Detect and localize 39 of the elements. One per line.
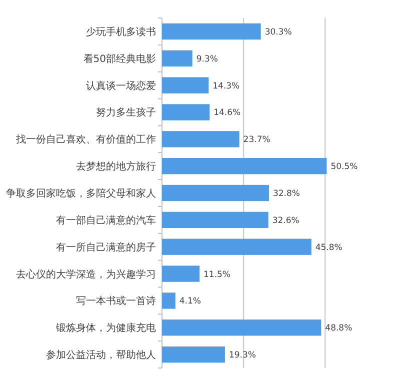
- data-label: 32.6%: [272, 216, 300, 226]
- data-label: 30.3%: [264, 27, 292, 38]
- y-tick-label: 去梦想的地方旅行: [76, 160, 156, 173]
- bar: [162, 50, 192, 66]
- bar: [162, 346, 225, 363]
- bar: [162, 266, 200, 282]
- y-tick-label: 参加公益活动，帮助他人: [46, 349, 156, 362]
- y-tick-label: 锻炼身体，为健康充电: [55, 322, 156, 334]
- bar: [162, 158, 327, 174]
- bar: [162, 212, 268, 228]
- data-label: 19.3%: [228, 350, 256, 361]
- data-label: 14.3%: [212, 81, 240, 92]
- y-tick-label: 有一所自己满意的房子: [56, 241, 156, 254]
- y-tick-label: 看50部经典电影: [83, 52, 156, 65]
- bar: [162, 23, 261, 40]
- data-label: 48.8%: [325, 324, 352, 334]
- y-tick-label: 争取多回家吃饭，多陪父母和家人: [6, 188, 156, 200]
- y-tick-label: 少玩手机多读书: [86, 26, 156, 38]
- bar: [162, 104, 210, 120]
- bar: [162, 238, 312, 255]
- bar: [162, 320, 322, 336]
- data-label: 23.7%: [243, 135, 270, 146]
- bar: [162, 77, 209, 94]
- y-tick-label: 有一部自己满意的汽车: [56, 214, 156, 226]
- y-tick-label: 找一份自己喜欢、有价值的工作: [15, 134, 156, 146]
- y-tick-label: 认真谈一场恋爱: [86, 80, 156, 92]
- bar: [162, 184, 269, 202]
- data-label: 9.3%: [196, 54, 218, 64]
- data-label: 4.1%: [179, 296, 201, 307]
- y-tick-label: 努力多生孩子: [96, 106, 156, 119]
- y-tick-label: 去心仪的大学深造，为兴趣学习: [16, 268, 156, 280]
- data-label: 45.8%: [315, 242, 342, 253]
- data-label: 14.6%: [214, 108, 241, 118]
- data-label: 11.5%: [204, 270, 231, 280]
- data-label: 32.8%: [272, 189, 300, 199]
- data-label: 50.5%: [330, 162, 358, 172]
- bar: [162, 292, 176, 309]
- y-tick-label: 写一本书或一首诗: [76, 295, 156, 308]
- bar: [162, 131, 240, 148]
